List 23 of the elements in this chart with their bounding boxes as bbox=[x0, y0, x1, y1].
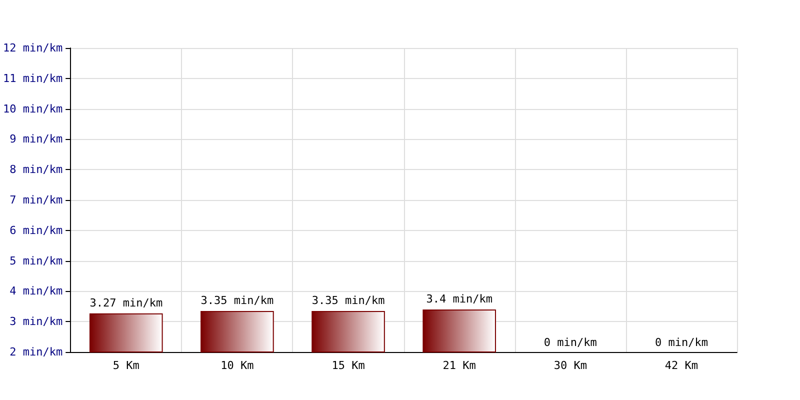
y-tick-label: 7 min/km bbox=[10, 194, 63, 206]
data-label: 3.35 min/km bbox=[200, 294, 274, 307]
text: 0 min/km bbox=[654, 336, 708, 349]
y-tick-label: 4 min/km bbox=[10, 284, 63, 298]
data-label: 3.27 min/km bbox=[90, 296, 163, 310]
x-tick-label: 15 Km bbox=[332, 359, 366, 372]
x-tick-label: 5 Km bbox=[112, 359, 140, 372]
y-tick-label: 12 min/km bbox=[2, 42, 63, 54]
y-tick-label: 2 min/km bbox=[10, 346, 63, 358]
x-tick-label: 21 Km bbox=[442, 359, 476, 372]
y-tick-label: 10 min/km bbox=[2, 102, 63, 116]
y-tick-label: 8 min/km bbox=[10, 163, 63, 176]
y-tick-label: 9 min/km bbox=[10, 132, 63, 146]
x-tick-label: 10 Km bbox=[220, 359, 254, 372]
x-tick-label: 42 Km bbox=[664, 359, 698, 372]
y-tick-label: 6 min/km bbox=[10, 224, 63, 237]
y-tick-label: 5 min/km bbox=[10, 254, 63, 268]
data-label: 3.4 min/km bbox=[426, 292, 493, 306]
data-label: 3.35 min/km bbox=[312, 294, 386, 307]
y-tick-label: 3 min/km bbox=[10, 315, 63, 328]
text: 0 min/km bbox=[544, 336, 597, 349]
y-tick-label: 11 min/km bbox=[2, 72, 63, 85]
x-tick-label: 30 Km bbox=[554, 359, 588, 372]
